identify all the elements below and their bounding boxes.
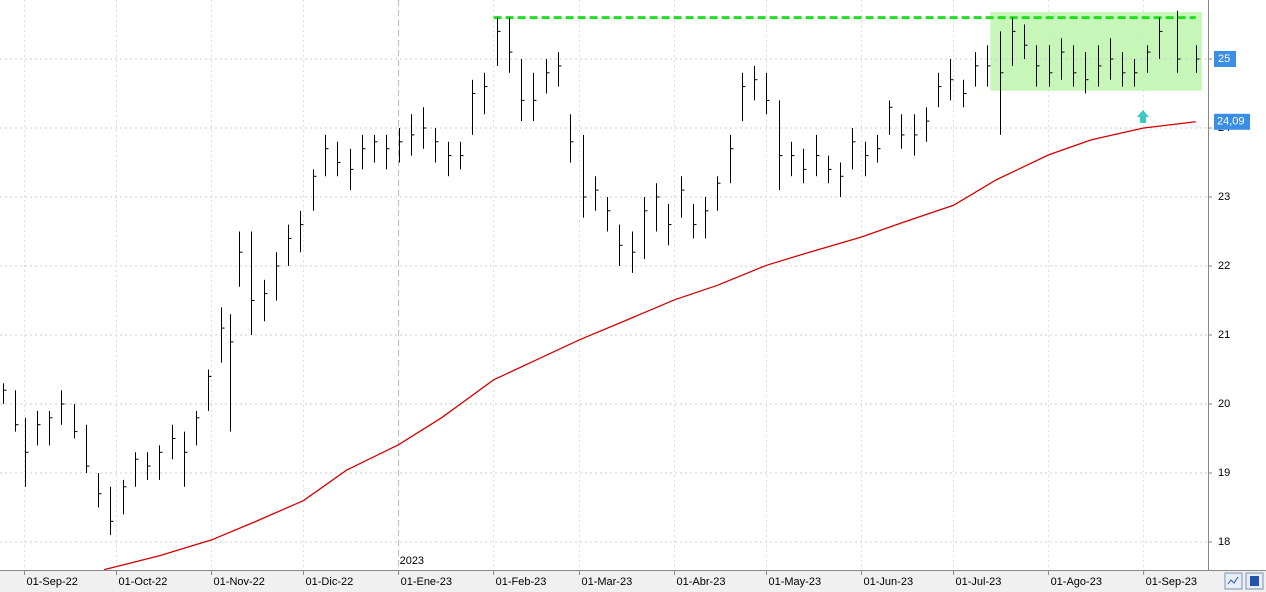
moving-average-line <box>104 121 1196 571</box>
y-tick-label: 18 <box>1218 536 1230 548</box>
x-tick-label: 01-Jun-23 <box>864 576 914 588</box>
range-box <box>990 12 1202 91</box>
chart-type-button[interactable] <box>1224 572 1243 590</box>
save-icon <box>1250 576 1259 586</box>
ma-label-box <box>1214 113 1250 130</box>
x-tick-label: 01-Nov-22 <box>214 576 265 588</box>
x-tick-label: 01-Jul-23 <box>956 576 1002 588</box>
y-tick-label: 20 <box>1218 398 1230 410</box>
x-tick-label: 01-Abr-23 <box>677 576 726 588</box>
x-tick-label: 01-Mar-23 <box>581 576 632 588</box>
x-tick-label: 01-May-23 <box>768 576 821 588</box>
y-tick-label: 19 <box>1218 467 1230 479</box>
y-tick-label: 21 <box>1218 329 1230 341</box>
last-price-box <box>1214 50 1236 67</box>
y-tick-label: 23 <box>1218 191 1230 203</box>
x-tick-label: 01-Feb-23 <box>496 576 547 588</box>
x-tick-label: 01-Dic-22 <box>306 576 354 588</box>
last-price-label: 25 <box>1218 53 1230 65</box>
year-label: 2023 <box>400 555 424 567</box>
x-tick-label: 01-Ene-23 <box>401 576 452 588</box>
ma-label: 24,09 <box>1217 116 1245 128</box>
x-axis-strip <box>0 570 1266 592</box>
x-tick-label: 01-Sep-23 <box>1146 576 1197 588</box>
chart-type-icon <box>1227 576 1239 585</box>
x-tick-label: 01-Oct-22 <box>119 576 168 588</box>
y-tick-label: 22 <box>1218 260 1230 272</box>
signal-arrow <box>1137 110 1149 123</box>
x-tick-label: 01-Sep-22 <box>27 576 78 588</box>
x-tick-label: 01-Ago-23 <box>1051 576 1102 588</box>
